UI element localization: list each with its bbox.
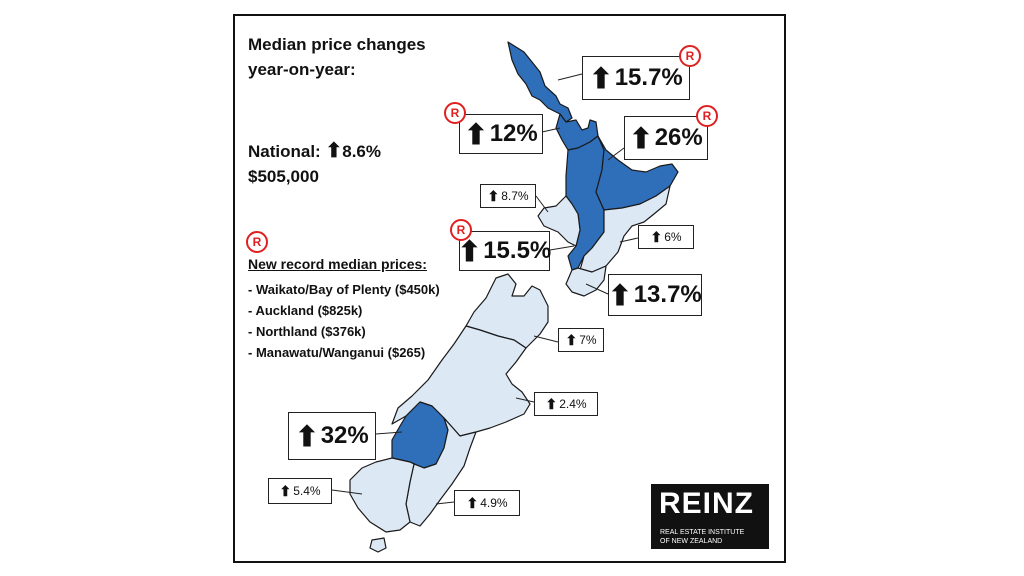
record-marker-icon: R — [696, 105, 718, 127]
region-change: 7% — [579, 333, 597, 347]
record-marker-icon: R — [450, 219, 472, 241]
region-change: 12% — [489, 120, 538, 147]
label-auckland: ⬆ 12% — [459, 114, 543, 154]
up-arrow-icon: ⬆ — [608, 279, 632, 311]
region-change: 8.7% — [501, 189, 529, 203]
up-arrow-icon: ⬆ — [589, 62, 613, 94]
record-list-heading: New record median prices: — [248, 256, 427, 272]
label-hawkes-bay: ⬆ 6% — [638, 225, 694, 249]
label-central-otago-lakes: ⬆ 32% — [288, 412, 376, 460]
national-price: $505,000 — [248, 167, 319, 186]
up-arrow-icon: ⬆ — [325, 140, 343, 162]
title-line-1: Median price changes — [248, 35, 426, 54]
region-change: 15.7% — [614, 64, 683, 91]
region-taranaki — [537, 195, 581, 247]
up-arrow-icon: ⬆ — [464, 118, 488, 150]
region-change: 32% — [320, 422, 369, 449]
record-marker-icon: R — [246, 231, 268, 253]
region-auckland — [555, 113, 599, 151]
label-taranaki: ⬆ 8.7% — [480, 184, 536, 208]
up-arrow-icon: ⬆ — [279, 482, 292, 499]
region-nelson-marlborough — [465, 273, 549, 349]
region-canterbury — [391, 325, 531, 437]
map-title: Median price changes year-on-year: — [248, 32, 426, 82]
region-otago — [405, 417, 477, 527]
up-arrow-icon: ⬆ — [457, 235, 482, 267]
national-label: National: — [248, 142, 321, 161]
region-change: 4.9% — [480, 496, 508, 510]
logo-line-2: OF NEW ZEALAND — [660, 538, 723, 545]
region-change: 2.4% — [559, 397, 587, 411]
up-arrow-icon: ⬆ — [466, 494, 479, 511]
region-change: 13.7% — [633, 281, 702, 308]
label-bay-of-plenty: ⬆ 26% — [624, 116, 708, 160]
label-nelson-marlborough: ⬆ 7% — [558, 328, 604, 352]
logo-line-1: REAL ESTATE INSTITUTE — [660, 529, 745, 536]
national-summary: National: ⬆8.6% $505,000 — [248, 139, 381, 189]
record-list-item: - Manawatu/Wanganui ($265) — [248, 345, 426, 360]
region-change: 6% — [664, 230, 682, 244]
region-southland — [349, 457, 415, 533]
up-arrow-icon: ⬆ — [650, 228, 663, 245]
label-waikato: ⬆ 15.5% — [457, 231, 552, 271]
up-arrow-icon: ⬆ — [565, 331, 578, 348]
region-change: 26% — [654, 124, 703, 151]
reinz-logo: REINZ REAL ESTATE INSTITUTE OF NEW ZEALA… — [651, 484, 769, 549]
up-arrow-icon: ⬆ — [629, 122, 653, 154]
label-canterbury: ⬆ 2.4% — [534, 392, 598, 416]
up-arrow-icon: ⬆ — [545, 395, 558, 412]
logo-brand: REINZ — [659, 487, 754, 520]
record-list: New record median prices: - Waikato/Bay … — [248, 256, 440, 363]
up-arrow-icon: ⬆ — [295, 420, 319, 452]
label-manawatu-wanganui: ⬆ 13.7% — [608, 274, 702, 316]
record-list-item: - Waikato/Bay of Plenty ($450k) — [248, 282, 440, 297]
record-marker-icon: R — [444, 102, 466, 124]
stewart-island — [369, 537, 387, 553]
up-arrow-icon: ⬆ — [487, 187, 500, 204]
label-otago: ⬆ 4.9% — [454, 490, 520, 516]
label-northland: ⬆ 15.7% — [582, 56, 690, 100]
region-change: 5.4% — [293, 484, 321, 498]
region-hawkes-bay — [579, 185, 671, 273]
national-change: 8.6% — [342, 142, 381, 161]
region-manawatu-wanganui — [565, 265, 607, 297]
record-marker-icon: R — [679, 45, 701, 67]
record-list-item: - Northland ($376k) — [248, 324, 366, 339]
record-list-item: - Auckland ($825k) — [248, 303, 363, 318]
region-northland — [507, 41, 573, 123]
label-southland: ⬆ 5.4% — [268, 478, 332, 504]
title-line-2: year-on-year: — [248, 60, 356, 79]
region-change: 15.5% — [483, 237, 552, 264]
